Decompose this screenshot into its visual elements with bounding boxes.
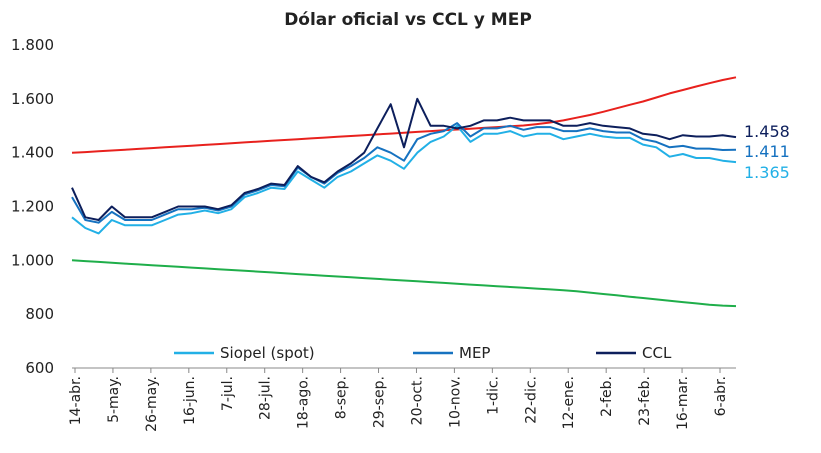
x-tick-label: 26-may. [144, 376, 160, 432]
legend-item: MEP [413, 344, 490, 362]
x-tick-label: 2-feb. [599, 376, 615, 417]
end-label-ccl: 1.458 [744, 122, 790, 141]
legend-item: CCL [596, 344, 672, 362]
y-tick-label: 1.000 [11, 251, 54, 269]
series-line-ccl [71, 97, 737, 221]
legend-label: CCL [642, 344, 672, 362]
x-tick-label: 14-abr. [68, 376, 84, 425]
x-tick-label: 16-jun. [182, 376, 198, 425]
x-tick-label: 28-jul. [258, 376, 274, 420]
x-tick-label: 22-dic. [523, 376, 539, 424]
legend-label: MEP [459, 344, 490, 362]
x-tick-label: 8-sep. [334, 376, 350, 419]
end-label-mep: 1.411 [744, 142, 790, 161]
x-tick-label: 6-abr. [713, 376, 729, 416]
x-tick-label: 18-ago. [296, 376, 312, 429]
x-tick-label: 5-may. [106, 376, 122, 423]
x-tick-label: 10-nov. [447, 376, 463, 428]
x-tick-label: 7-jul. [220, 376, 236, 411]
y-tick-label: 1.800 [11, 36, 54, 54]
series-line-reference-3 [71, 76, 737, 154]
y-tick-label: 1.600 [11, 90, 54, 108]
chart-title: Dólar oficial vs CCL y MEP [284, 10, 532, 30]
x-axis: 14-abr. 5-may. 26-may. 16-jun. 7-jul. 28-jul.… [68, 367, 736, 432]
x-tick-label: 1-dic. [485, 376, 501, 415]
legend-label: Siopel (spot) [220, 344, 315, 362]
series-line-reference-4 [71, 259, 737, 308]
y-tick-label: 1.400 [11, 144, 54, 162]
series-lines [71, 76, 737, 308]
x-tick-label: 12-ene. [561, 376, 577, 429]
legend-item: Siopel (spot) [174, 344, 315, 362]
x-tick-label: 16-mar. [675, 376, 691, 430]
y-tick-label: 600 [25, 359, 54, 377]
x-tick-label: 23-feb. [637, 376, 653, 426]
y-tick-label: 1.200 [11, 198, 54, 216]
legend: Siopel (spot) MEP CCL [174, 344, 672, 362]
end-label-siopel-spot: 1.365 [744, 163, 790, 182]
series-line-siopel-spot [71, 124, 737, 235]
y-axis: 1.800 1.600 1.400 1.200 1.000 800 600 [11, 36, 54, 377]
x-tick-label: 29-sep. [372, 376, 388, 428]
series-line-mep [71, 122, 737, 224]
y-tick-label: 800 [25, 305, 54, 323]
x-tick-label: 20-oct. [409, 376, 425, 425]
